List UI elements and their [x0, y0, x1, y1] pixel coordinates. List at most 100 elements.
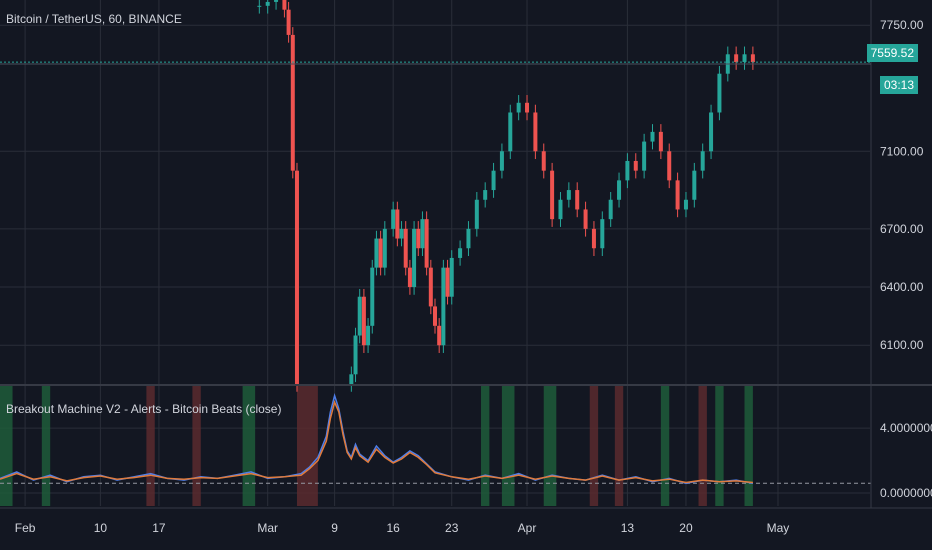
price-tick-label: 7100.00 [880, 144, 924, 158]
axis-layer: 7750.00 7100.00 6700.00 6400.00 6100.00 4.000… [0, 0, 932, 535]
signal-band-red [296, 386, 318, 506]
price-candle-body [428, 267, 433, 307]
x-tick-label: 13 [621, 521, 635, 535]
price-candles [257, 0, 755, 392]
price-candle-body [437, 325, 442, 346]
x-tick-label: May [767, 521, 790, 535]
signal-band-red [146, 386, 155, 506]
price-candle-body [286, 9, 291, 35]
price-candle-body [257, 5, 262, 7]
price-candle-body [625, 160, 630, 181]
price-candle-body [294, 170, 299, 384]
price-candle-body [525, 102, 530, 113]
price-candle-body [424, 219, 429, 268]
price-candle-body [366, 325, 371, 346]
signal-band-green [41, 386, 51, 506]
countdown-tag: 03:13 [879, 76, 918, 94]
price-candle-body [709, 112, 714, 152]
price-candle-body [516, 102, 521, 113]
price-tick-label: 6100.00 [880, 338, 924, 352]
price-tick-label: 7750.00 [880, 18, 924, 32]
indicator-title: Breakout Machine V2 - Alerts - Bitcoin B… [6, 402, 282, 416]
price-candle-body [499, 151, 504, 171]
price-candle-body [600, 219, 605, 249]
price-candle-body [591, 228, 596, 249]
price-candle-body [458, 248, 463, 258]
price-candle-body [583, 209, 588, 229]
price-candle-body [391, 209, 396, 229]
symbol-title: Bitcoin / TetherUS, 60, BINANCE [6, 12, 182, 26]
signal-band-red [192, 386, 201, 506]
price-candle-body [692, 170, 697, 200]
price-candle-body [742, 54, 747, 63]
price-candle-body [683, 199, 688, 210]
price-candle-body [274, 0, 279, 2]
price-candle-body [608, 199, 613, 220]
price-candle-body [734, 54, 739, 63]
price-candle-body [357, 296, 362, 336]
price-candle-body [382, 228, 387, 268]
price-candle-body [633, 160, 638, 171]
price-candle-body [349, 374, 354, 384]
price-candle-body [558, 199, 563, 220]
price-candle-body [667, 151, 672, 181]
signal-band-red [698, 386, 707, 506]
price-candle-body [508, 112, 513, 152]
price-candle-body [541, 151, 546, 171]
price-candle-body [282, 0, 287, 10]
price-candle-body [433, 306, 437, 326]
signal-band-green [481, 386, 490, 506]
price-candle-body [403, 228, 408, 268]
price-candle-body [658, 131, 663, 152]
last-price-tag: 7559.52 [866, 44, 918, 62]
osc-tick-label: 0.00000000 [880, 486, 932, 500]
price-candle-body [575, 190, 580, 210]
price-candle-body [650, 131, 655, 142]
x-tick-label: 17 [152, 521, 166, 535]
price-candle-body [370, 267, 375, 326]
price-tick-label: 6400.00 [880, 280, 924, 294]
signal-band-green [543, 386, 557, 506]
price-candle-body [449, 257, 454, 297]
price-candle-body [550, 170, 555, 220]
signal-band-green [242, 386, 256, 506]
price-candle-body [617, 180, 622, 200]
price-candle-body [491, 170, 496, 191]
price-candle-body [642, 141, 647, 171]
x-tick-label: Mar [257, 521, 278, 535]
price-candle-body [374, 238, 379, 268]
price-candle-body [395, 209, 400, 239]
price-candle-body [407, 267, 412, 288]
price-candle-body [441, 267, 446, 346]
price-candle-body [566, 190, 571, 200]
price-candle-body [474, 199, 479, 229]
price-candle-body [290, 34, 295, 171]
x-tick-label: 23 [445, 521, 459, 535]
price-candle-body [750, 54, 755, 63]
signal-band-green [715, 386, 724, 506]
x-tick-label: 10 [94, 521, 108, 535]
price-candle-body [399, 228, 404, 239]
price-candle-body [353, 335, 358, 375]
grid-layer [0, 0, 870, 506]
price-candle-body [700, 151, 705, 171]
oscillator-lines [0, 393, 871, 485]
price-candle-body [416, 228, 421, 249]
x-tick-label: 20 [679, 521, 693, 535]
osc-tick-label: 4.00000000 [880, 421, 932, 435]
x-tick-label: Feb [15, 521, 36, 535]
price-candle-body [378, 238, 383, 268]
price-tick-label: 6700.00 [880, 222, 924, 236]
price-candle-body [483, 190, 488, 200]
x-tick-label: Apr [518, 521, 537, 535]
oscillator-series-line [0, 399, 753, 484]
signal-band-green [660, 386, 670, 506]
price-candle-body [420, 219, 425, 249]
price-candle-body [265, 1, 270, 6]
x-tick-label: 16 [386, 521, 400, 535]
signal-band-green [501, 386, 515, 506]
price-candle-body [412, 228, 417, 288]
price-candle-body [466, 228, 471, 249]
signal-band-red [589, 386, 599, 506]
